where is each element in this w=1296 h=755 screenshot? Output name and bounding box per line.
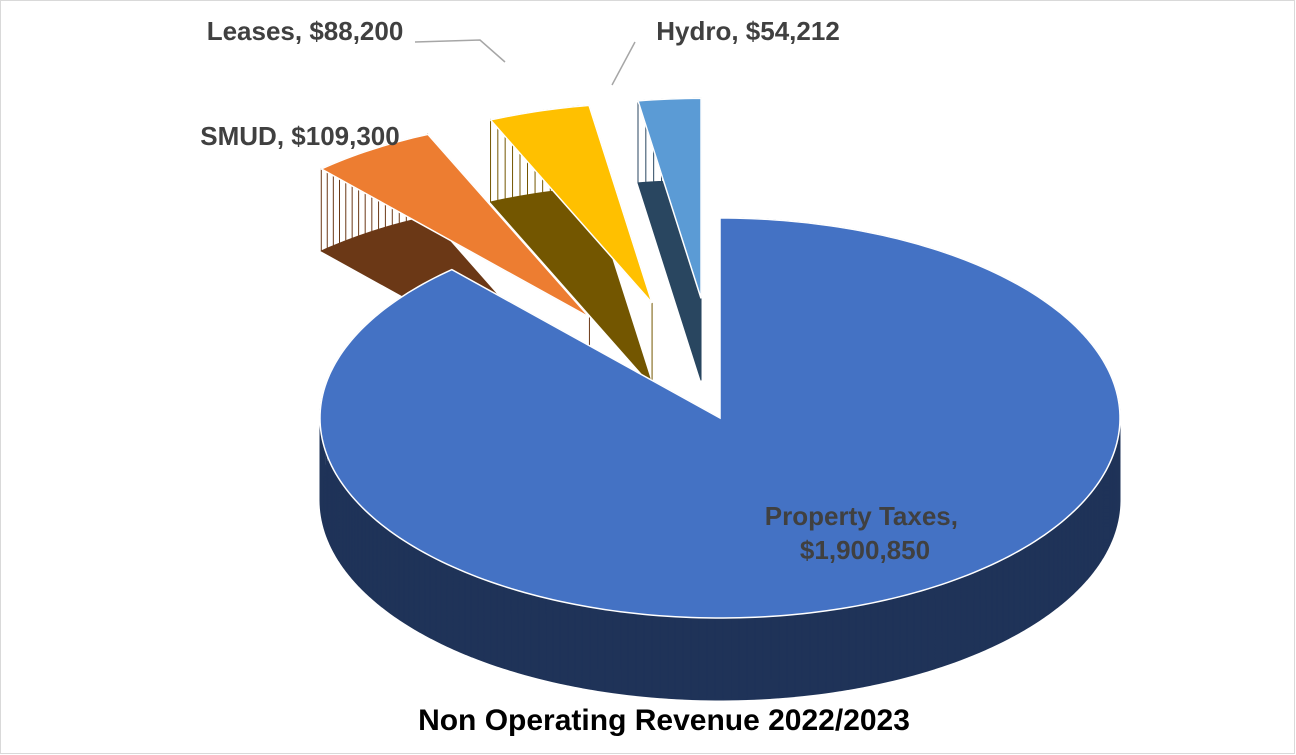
label-separator: , <box>951 501 965 531</box>
data-label: Leases, $88,200 <box>207 16 404 46</box>
leader-line <box>414 39 506 63</box>
label-separator: , <box>731 16 745 46</box>
data-label: Property Taxes, $1,900,850 <box>765 501 965 565</box>
label-category: Leases <box>207 16 295 46</box>
label-value: $1,900,850 <box>800 535 930 565</box>
data-label: SMUD, $109,300 <box>200 121 399 151</box>
label-separator: , <box>295 16 309 46</box>
slice <box>319 133 590 318</box>
slice <box>636 97 702 299</box>
label-value: $54,212 <box>746 16 840 46</box>
label-value: $88,200 <box>309 16 403 46</box>
label-category: SMUD <box>200 121 277 151</box>
label-separator: , <box>277 121 291 151</box>
slice <box>319 217 1121 619</box>
chart-title: Non Operating Revenue 2022/2023 <box>418 704 910 737</box>
leader-line <box>611 41 636 86</box>
slice <box>489 104 653 304</box>
data-label: Hydro, $54,212 <box>656 16 840 46</box>
label-value: $109,300 <box>291 121 399 151</box>
label-category: Property Taxes <box>765 501 951 531</box>
plot-area <box>319 97 1121 701</box>
data-labels: Property Taxes, $1,900,850 SMUD, $109,300… <box>200 16 965 565</box>
label-category: Hydro <box>656 16 731 46</box>
